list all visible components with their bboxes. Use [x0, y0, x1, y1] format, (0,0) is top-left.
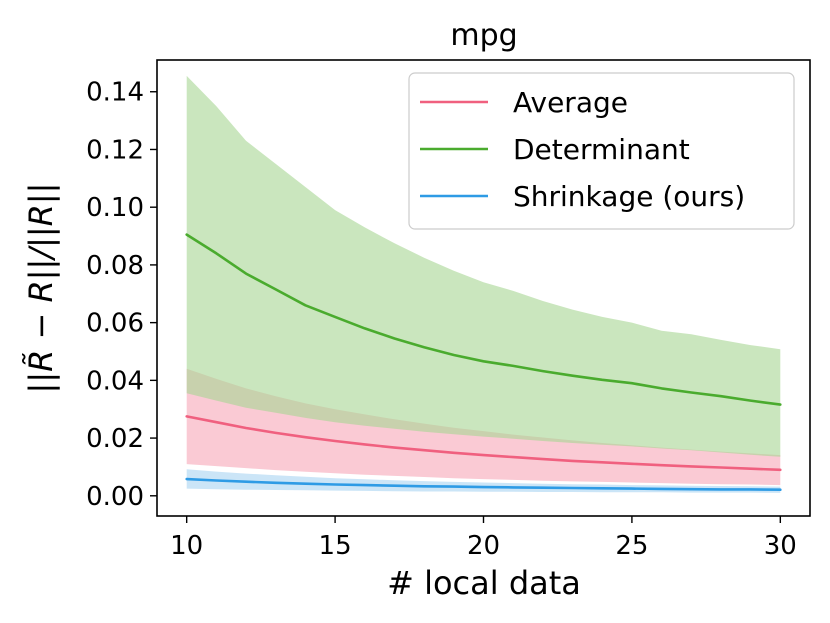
y-tick-label: 0.06 — [86, 309, 144, 339]
y-tick-label: 0.12 — [86, 135, 144, 165]
x-axis-ticks: 10 15 20 25 30 — [170, 516, 797, 561]
y-tick-label: 0.14 — [86, 78, 144, 108]
band-average — [186, 368, 781, 486]
confidence-bands — [186, 75, 781, 493]
legend-box — [408, 72, 795, 230]
x-tick-label: 20 — [467, 531, 500, 561]
legend-label-shrinkage-ours: Shrinkage (ours) — [513, 180, 745, 213]
y-tick-label: 0.08 — [86, 251, 144, 281]
chart-title: mpg — [450, 18, 517, 53]
line-determinant — [185, 233, 782, 406]
line-shrinkage-ours — [185, 477, 782, 491]
band-shrinkage-ours — [186, 469, 781, 493]
band-determinant — [186, 75, 781, 457]
y-tick-label: 0.04 — [86, 366, 144, 396]
y-axis-label: ||R̃ − R||/||R|| — [22, 183, 60, 394]
mean-lines — [185, 233, 782, 491]
legend-label-determinant: Determinant — [513, 133, 690, 166]
legend: Average Determinant Shrinkage (ours) — [408, 72, 795, 230]
y-tick-label: 0.00 — [86, 482, 144, 512]
legend-label-average: Average — [513, 86, 628, 119]
y-tick-label: 0.10 — [86, 193, 144, 223]
line-average — [185, 415, 782, 472]
y-axis-ticks: 0.00 0.02 0.04 0.06 0.08 0.10 0.12 0.14 — [86, 78, 157, 512]
x-tick-label: 25 — [615, 531, 648, 561]
x-tick-label: 15 — [319, 531, 352, 561]
x-tick-label: 30 — [764, 531, 797, 561]
x-axis-label: # local data — [387, 564, 581, 602]
x-tick-label: 10 — [170, 531, 203, 561]
y-tick-label: 0.02 — [86, 424, 144, 454]
